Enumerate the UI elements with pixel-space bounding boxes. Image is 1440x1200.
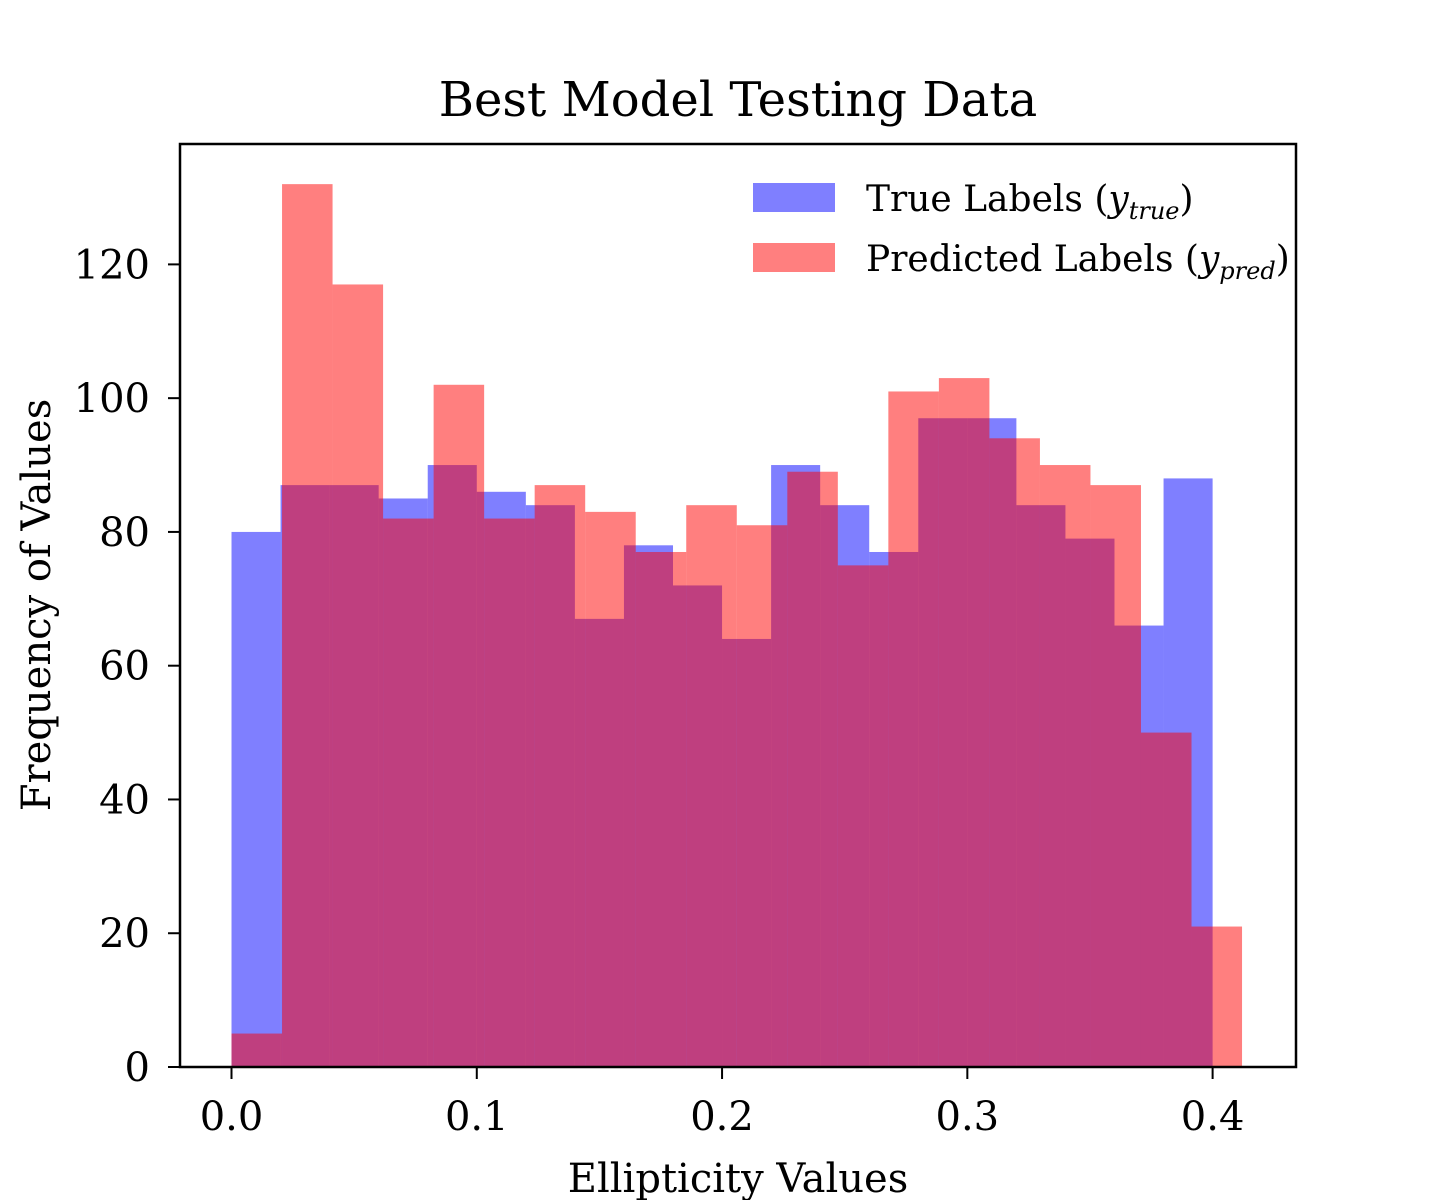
legend: True Labels (ytrue) Predicted Labels (yp…: [753, 179, 1290, 285]
bar-predicted-10: [736, 525, 788, 1067]
bar-predicted-19: [1191, 926, 1243, 1067]
bar-true-0: [231, 531, 281, 1067]
bar-predicted-9: [686, 505, 737, 1067]
bar-predicted-11: [787, 471, 838, 1067]
legend-subscript-true: true: [1129, 197, 1180, 225]
bar-predicted-12: [837, 565, 889, 1067]
bar-predicted-0: [231, 1033, 283, 1067]
y-axis-label: Frequency of Values: [14, 399, 60, 811]
bar-predicted-7: [585, 511, 636, 1067]
legend-entry-true: True Labels (ytrue): [866, 179, 1194, 225]
bar-predicted-5: [484, 518, 535, 1067]
y-tick-label: 0: [125, 1045, 150, 1091]
legend-subscript-predicted: pred: [1219, 257, 1275, 285]
y-tick-label: 120: [74, 242, 150, 288]
bar-predicted-1: [282, 184, 333, 1067]
legend-symbol-true: y: [1106, 179, 1129, 220]
bar-predicted-13: [888, 391, 939, 1067]
y-tick-label: 80: [99, 510, 150, 556]
bar-predicted-2: [332, 284, 384, 1067]
bar-predicted-18: [1140, 732, 1192, 1067]
x-tick-label: 0.4: [1181, 1094, 1245, 1140]
bar-predicted-8: [635, 551, 687, 1067]
legend-swatch-predicted: [753, 243, 835, 272]
bar-predicted-3: [383, 518, 434, 1067]
bar-predicted-14: [938, 378, 990, 1067]
x-tick-label: 0.3: [936, 1094, 1000, 1140]
bar-predicted-4: [433, 384, 485, 1068]
y-tick-label: 60: [99, 644, 150, 690]
y-axis-ticks: 0 20 40 60 80 100 120: [74, 242, 180, 1091]
legend-entry-predicted: Predicted Labels (ypred): [866, 239, 1290, 285]
legend-label-true: True Labels: [866, 179, 1083, 220]
y-tick-label: 100: [74, 376, 150, 422]
plot-frame: [178, 142, 1298, 1069]
chart-title: Best Model Testing Data: [439, 72, 1038, 128]
x-axis-label: Ellipticity Values: [568, 1156, 908, 1200]
legend-label-predicted: Predicted Labels: [866, 239, 1173, 280]
x-axis-ticks: 0.0 0.1 0.2 0.3 0.4: [200, 1067, 1245, 1140]
bar-predicted-16: [1039, 465, 1091, 1068]
y-tick-label: 20: [99, 911, 150, 957]
bar-predicted-6: [534, 485, 586, 1067]
x-tick-label: 0.0: [200, 1094, 264, 1140]
series-predicted-labels: [231, 184, 1243, 1068]
legend-swatch-true: [753, 183, 835, 212]
bar-predicted-17: [1090, 485, 1141, 1067]
bar-predicted-15: [989, 438, 1040, 1067]
x-tick-label: 0.2: [690, 1094, 754, 1140]
y-tick-label: 40: [99, 777, 150, 823]
legend-symbol-predicted: y: [1197, 239, 1220, 280]
x-tick-label: 0.1: [445, 1094, 509, 1140]
